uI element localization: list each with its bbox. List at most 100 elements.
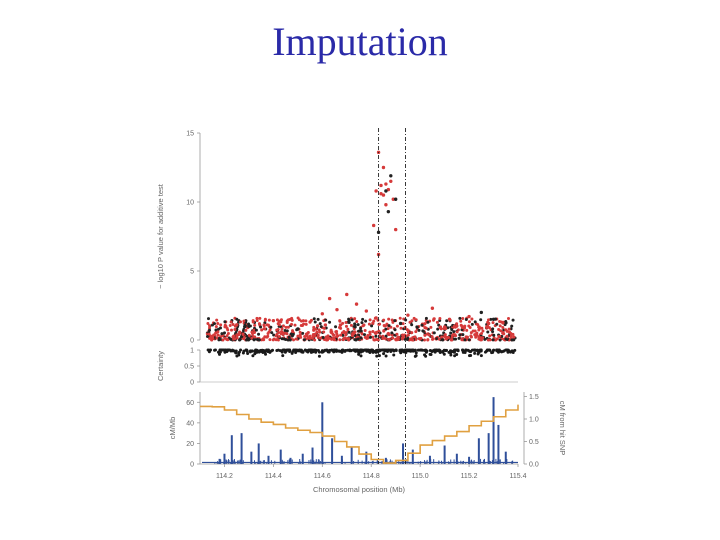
baseline-point bbox=[347, 318, 351, 322]
baseline-point bbox=[469, 334, 473, 338]
certainty-point bbox=[282, 348, 286, 352]
certainty-point bbox=[419, 348, 423, 352]
baseline-point bbox=[218, 326, 222, 330]
cert-ytick-label: 0.5 bbox=[184, 364, 194, 371]
baseline-point bbox=[257, 332, 261, 336]
baseline-point bbox=[450, 327, 454, 331]
snp-point bbox=[308, 320, 312, 324]
baseline-point bbox=[398, 316, 402, 320]
baseline-point bbox=[270, 331, 274, 335]
baseline-point bbox=[268, 328, 272, 332]
baseline-point bbox=[277, 330, 281, 334]
baseline-point bbox=[464, 318, 468, 322]
snp-point bbox=[345, 292, 349, 297]
baseline-point bbox=[262, 323, 266, 327]
baseline-point bbox=[246, 336, 250, 340]
baseline-point bbox=[323, 323, 327, 327]
baseline-point bbox=[474, 333, 478, 337]
baseline-point bbox=[235, 333, 239, 337]
rec-ytick-left-label: 0 bbox=[190, 462, 194, 469]
baseline-point bbox=[219, 323, 223, 327]
baseline-point bbox=[361, 317, 365, 321]
baseline-point bbox=[241, 332, 245, 336]
rec-ytick-right-label: 1.0 bbox=[529, 417, 539, 424]
cert-ytick-label: 1 bbox=[190, 348, 194, 355]
baseline-point bbox=[504, 321, 508, 325]
snp-point bbox=[479, 310, 484, 315]
baseline-point bbox=[277, 323, 281, 327]
certainty-point bbox=[233, 349, 237, 353]
baseline-point bbox=[455, 322, 459, 326]
snp-point bbox=[335, 307, 339, 312]
certainty-point bbox=[476, 349, 480, 353]
baseline-point bbox=[458, 316, 462, 320]
baseline-point bbox=[257, 338, 261, 342]
certainty-point bbox=[219, 348, 223, 352]
baseline-point bbox=[396, 335, 400, 339]
snp-point bbox=[384, 189, 388, 193]
certainty-point bbox=[281, 354, 285, 358]
rec-ytick-left-label: 60 bbox=[186, 400, 194, 407]
baseline-point bbox=[344, 333, 348, 337]
baseline-point bbox=[506, 316, 510, 320]
baseline-point bbox=[291, 332, 295, 336]
baseline-point bbox=[501, 321, 505, 325]
baseline-point bbox=[382, 329, 386, 333]
certainty-point bbox=[495, 349, 499, 353]
baseline-point bbox=[466, 335, 470, 339]
baseline-point bbox=[479, 338, 483, 342]
baseline-point bbox=[494, 338, 498, 342]
baseline-point bbox=[315, 330, 319, 334]
certainty-point bbox=[387, 348, 391, 352]
certainty-point bbox=[299, 348, 303, 352]
baseline-point bbox=[252, 328, 256, 332]
baseline-point bbox=[505, 334, 509, 338]
baseline-point bbox=[455, 330, 459, 334]
baseline-point bbox=[368, 330, 372, 334]
baseline-point bbox=[335, 335, 339, 339]
baseline-point bbox=[285, 329, 289, 333]
certainty-point bbox=[222, 348, 226, 352]
baseline-point bbox=[303, 335, 307, 339]
baseline-point bbox=[385, 322, 389, 326]
baseline-point bbox=[459, 319, 463, 323]
baseline-point bbox=[238, 330, 242, 334]
baseline-point bbox=[486, 318, 490, 322]
baseline-point bbox=[390, 333, 394, 337]
baseline-point bbox=[429, 325, 433, 329]
baseline-point bbox=[229, 320, 233, 324]
baseline-point bbox=[304, 319, 308, 323]
baseline-point bbox=[476, 323, 480, 327]
snp-point bbox=[379, 192, 383, 196]
baseline-point bbox=[283, 328, 287, 332]
certainty-point bbox=[283, 350, 287, 354]
snp-point bbox=[371, 223, 376, 228]
certainty-point bbox=[359, 354, 363, 358]
snp-point bbox=[320, 312, 325, 316]
baseline-point bbox=[406, 330, 410, 334]
baseline-point bbox=[479, 318, 483, 322]
certainty-point bbox=[463, 351, 467, 355]
baseline-point bbox=[412, 316, 416, 320]
baseline-point bbox=[415, 325, 419, 329]
baseline-point bbox=[271, 338, 275, 342]
baseline-point bbox=[384, 327, 388, 331]
snp-point bbox=[393, 227, 398, 232]
baseline-point bbox=[206, 317, 210, 321]
baseline-point bbox=[208, 324, 212, 328]
certainty-point bbox=[430, 350, 434, 354]
baseline-point bbox=[432, 331, 436, 335]
certainty-point bbox=[414, 351, 418, 355]
baseline-point bbox=[501, 326, 505, 330]
rec-xtick-label: 114.8 bbox=[363, 473, 380, 480]
baseline-point bbox=[438, 316, 442, 320]
certainty-point bbox=[469, 353, 473, 357]
baseline-point bbox=[353, 338, 357, 342]
baseline-point bbox=[263, 318, 267, 322]
baseline-point bbox=[347, 330, 351, 334]
certainty-point bbox=[413, 354, 417, 358]
snp-point bbox=[364, 309, 369, 313]
baseline-point bbox=[206, 321, 210, 325]
baseline-point bbox=[285, 332, 289, 336]
rec-xtick-label: 115.0 bbox=[412, 473, 429, 480]
